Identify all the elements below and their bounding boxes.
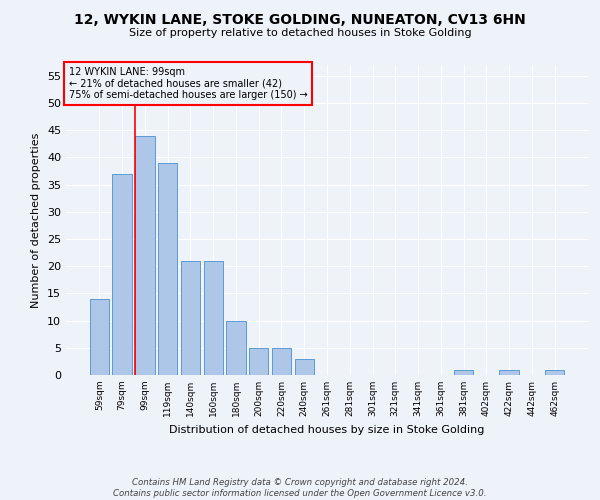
Bar	[181, 261, 200, 375]
Bar	[158, 163, 178, 375]
Bar	[272, 348, 291, 375]
Text: Contains HM Land Registry data © Crown copyright and database right 2024.
Contai: Contains HM Land Registry data © Crown c…	[113, 478, 487, 498]
Bar	[499, 370, 519, 375]
Bar	[295, 358, 314, 375]
Bar	[226, 320, 245, 375]
Bar	[90, 299, 109, 375]
Bar	[545, 370, 564, 375]
Text: Size of property relative to detached houses in Stoke Golding: Size of property relative to detached ho…	[128, 28, 472, 38]
Y-axis label: Number of detached properties: Number of detached properties	[31, 132, 41, 308]
Bar	[203, 261, 223, 375]
Bar	[112, 174, 132, 375]
X-axis label: Distribution of detached houses by size in Stoke Golding: Distribution of detached houses by size …	[169, 424, 485, 434]
Bar	[135, 136, 155, 375]
Bar	[454, 370, 473, 375]
Text: 12, WYKIN LANE, STOKE GOLDING, NUNEATON, CV13 6HN: 12, WYKIN LANE, STOKE GOLDING, NUNEATON,…	[74, 12, 526, 26]
Text: 12 WYKIN LANE: 99sqm
← 21% of detached houses are smaller (42)
75% of semi-detac: 12 WYKIN LANE: 99sqm ← 21% of detached h…	[68, 66, 307, 100]
Bar	[249, 348, 268, 375]
